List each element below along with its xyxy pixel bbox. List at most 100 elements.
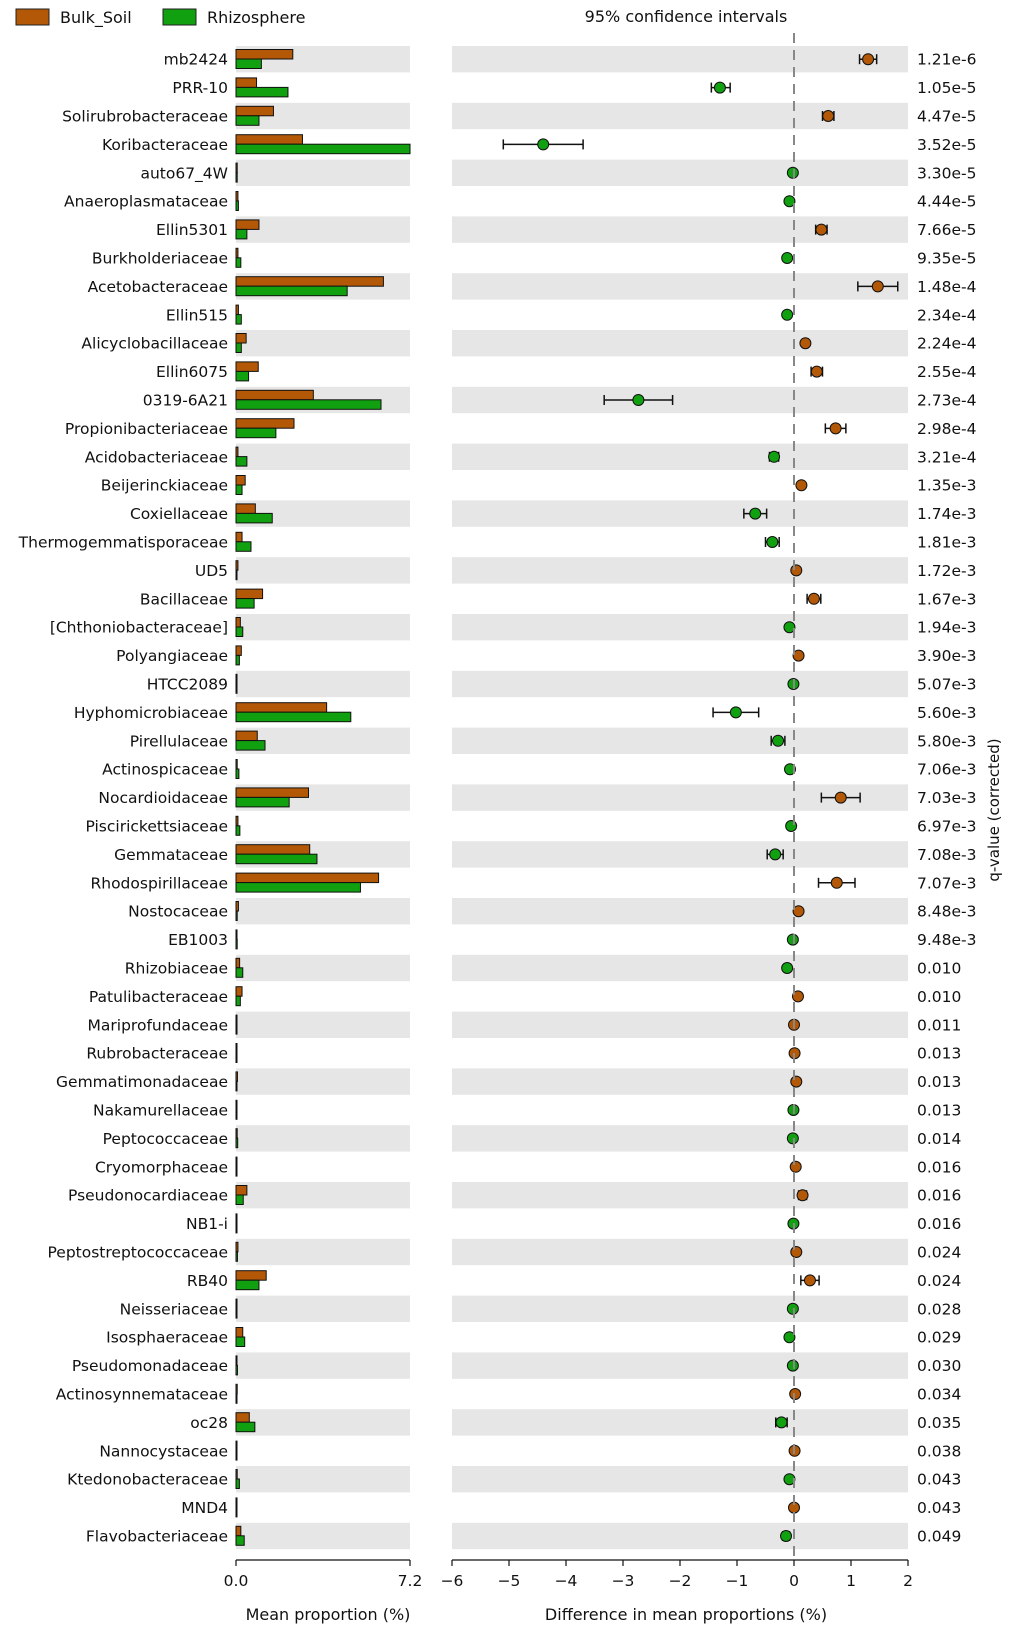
stripe-right [452, 614, 908, 641]
bar-bulk-soil [235, 1412, 250, 1423]
stripe-left [236, 1409, 410, 1436]
bar-bulk-soil [235, 787, 309, 798]
bar-rhizosphere [235, 512, 273, 524]
bar-rhizosphere [235, 598, 255, 609]
stripe-left [236, 954, 410, 982]
q-value: 2.73e-4 [917, 392, 977, 410]
q-value: 0.034 [917, 1386, 961, 1404]
bar-rhizosphere [235, 882, 361, 893]
category-label: Neisseriaceae [120, 1300, 228, 1318]
bar-rhizosphere [235, 938, 238, 950]
category-label: Piscirickettsiaceae [85, 818, 228, 836]
bar-bulk-soil [235, 389, 314, 401]
category-label: Burkholderiaceae [92, 250, 228, 268]
stripe-right [452, 159, 908, 186]
bar-bulk-soil [235, 986, 243, 997]
category-label: Mariprofundaceae [88, 1016, 228, 1034]
bar-bulk-soil [235, 191, 239, 202]
category-label: Patulibacteraceae [89, 988, 228, 1006]
stripe-right [452, 46, 908, 73]
category-label: Actinospicaceae [102, 761, 228, 779]
category-label: Gemmataceae [114, 846, 228, 864]
stripe-left [236, 670, 410, 698]
stripe-left [236, 614, 410, 641]
bar-bulk-soil [235, 1440, 238, 1452]
right-x-tick-label: 1 [846, 1572, 856, 1590]
q-value: 0.030 [917, 1357, 961, 1375]
stripe-right [452, 557, 908, 584]
stripe-left [236, 1352, 410, 1379]
bar-bulk-soil [235, 1469, 238, 1480]
bar-bulk-soil [235, 219, 260, 230]
stripe-left [236, 330, 410, 357]
bar-bulk-soil [235, 645, 242, 656]
right-x-tick-label: −5 [498, 1572, 521, 1590]
bar-rhizosphere [235, 314, 242, 325]
legend-swatch-rhizosphere [162, 8, 197, 26]
difference-point [789, 1160, 802, 1173]
stripe-right [452, 1295, 908, 1322]
bar-bulk-soil [235, 1213, 238, 1224]
q-value: 8.48e-3 [917, 903, 977, 921]
category-label: Bacillaceae [140, 590, 228, 608]
q-value: 9.35e-5 [917, 250, 977, 268]
difference-point [786, 166, 799, 179]
category-label: Peptococcaceae [103, 1130, 228, 1148]
stripe-right [452, 727, 908, 754]
difference-point [834, 791, 847, 804]
bar-rhizosphere [235, 1279, 260, 1291]
category-label: mb2424 [164, 51, 228, 69]
q-value: 7.66e-5 [917, 221, 977, 239]
category-label: Alicyclobacillaceae [81, 335, 228, 353]
bar-bulk-soil [235, 815, 239, 827]
difference-point [803, 1274, 816, 1287]
bar-rhizosphere [235, 228, 248, 240]
category-label: Flavobacteriaceae [86, 1528, 228, 1546]
category-label: Pirellulaceae [130, 732, 228, 750]
q-value: 0.016 [917, 1187, 961, 1205]
right-x-tick-label: 0 [789, 1572, 799, 1590]
category-label: UD5 [195, 562, 228, 580]
difference-point [871, 280, 884, 293]
bar-bulk-soil [235, 1525, 242, 1537]
bar-bulk-soil [235, 77, 258, 88]
bar-rhizosphere [235, 1052, 238, 1063]
bar-rhizosphere [235, 115, 260, 126]
bar-bulk-soil [235, 673, 238, 685]
difference-point [789, 1388, 802, 1400]
bar-rhizosphere [235, 370, 250, 382]
bar-rhizosphere [235, 711, 352, 723]
bar-bulk-soil [235, 1014, 238, 1026]
q-value: 0.010 [917, 988, 961, 1006]
q-value: 0.024 [917, 1272, 961, 1290]
ci-title: 95% confidence intervals [585, 7, 788, 26]
stripe-right [452, 1125, 908, 1152]
bar-rhizosphere [235, 1166, 238, 1177]
q-value: 4.44e-5 [917, 193, 977, 211]
bar-rhizosphere [235, 257, 242, 268]
bar-bulk-soil [235, 1128, 238, 1139]
stripe-left [236, 1068, 410, 1095]
bar-bulk-soil [235, 929, 238, 940]
category-label: Peptostreptococcaceae [48, 1244, 229, 1262]
bar-bulk-soil [235, 361, 259, 372]
stripe-right [452, 500, 908, 527]
right-x-tick-label: −1 [726, 1572, 749, 1590]
category-label: auto67_4W [140, 164, 228, 183]
stripe-left [236, 1522, 410, 1550]
category-label: Acidobacteriaceae [85, 448, 228, 466]
stripe-right [452, 1466, 908, 1493]
difference-point [791, 990, 804, 1003]
bar-bulk-soil [235, 560, 239, 571]
category-label: Hyphomicrobiaceae [74, 704, 228, 722]
category-label: NB1-i [186, 1215, 228, 1233]
difference-point [784, 763, 797, 776]
category-label: Anaeroplasmataceae [64, 193, 228, 211]
category-label: Nocardioidaceae [98, 789, 228, 807]
right-x-tick-label: −4 [555, 1572, 578, 1590]
bar-rhizosphere [235, 342, 242, 353]
stripe-right [452, 216, 908, 243]
bar-bulk-soil [235, 49, 294, 60]
bar-bulk-soil [235, 872, 380, 884]
